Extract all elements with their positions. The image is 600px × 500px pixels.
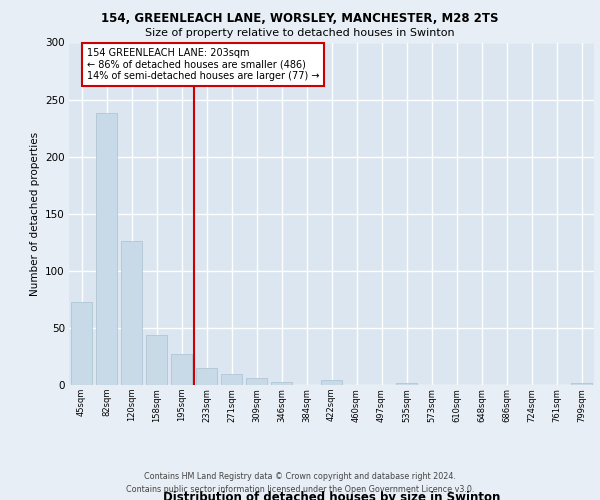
Bar xyxy=(221,374,242,385)
Bar xyxy=(121,241,142,385)
Bar xyxy=(396,382,417,385)
Bar xyxy=(96,114,117,385)
Bar xyxy=(146,335,167,385)
Text: Contains public sector information licensed under the Open Government Licence v3: Contains public sector information licen… xyxy=(126,485,474,494)
X-axis label: Distribution of detached houses by size in Swinton: Distribution of detached houses by size … xyxy=(163,491,500,500)
Bar xyxy=(321,380,342,385)
Bar xyxy=(271,382,292,385)
Text: Size of property relative to detached houses in Swinton: Size of property relative to detached ho… xyxy=(145,28,455,38)
Text: 154, GREENLEACH LANE, WORSLEY, MANCHESTER, M28 2TS: 154, GREENLEACH LANE, WORSLEY, MANCHESTE… xyxy=(101,12,499,26)
Bar xyxy=(196,368,217,385)
Text: 154 GREENLEACH LANE: 203sqm
← 86% of detached houses are smaller (486)
14% of se: 154 GREENLEACH LANE: 203sqm ← 86% of det… xyxy=(87,48,320,82)
Text: Contains HM Land Registry data © Crown copyright and database right 2024.: Contains HM Land Registry data © Crown c… xyxy=(144,472,456,481)
Bar xyxy=(71,302,92,385)
Bar xyxy=(246,378,267,385)
Bar xyxy=(171,354,192,385)
Y-axis label: Number of detached properties: Number of detached properties xyxy=(29,132,40,296)
Bar xyxy=(571,382,592,385)
